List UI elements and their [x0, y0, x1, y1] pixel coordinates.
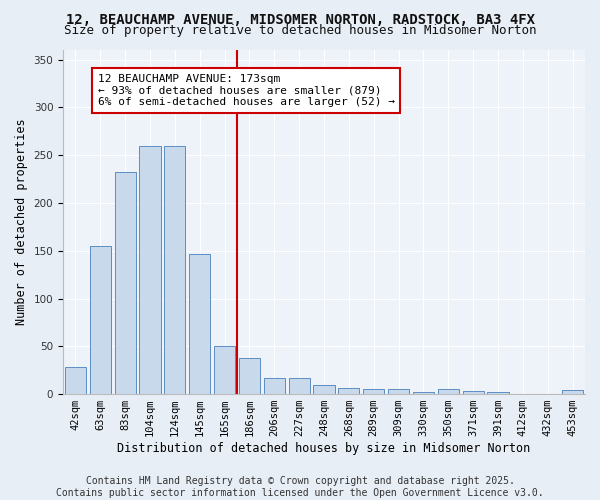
- Text: 12, BEAUCHAMP AVENUE, MIDSOMER NORTON, RADSTOCK, BA3 4FX: 12, BEAUCHAMP AVENUE, MIDSOMER NORTON, R…: [65, 12, 535, 26]
- Bar: [562, 390, 583, 394]
- Bar: [214, 346, 235, 394]
- Bar: [115, 172, 136, 394]
- Bar: [189, 254, 210, 394]
- Bar: [264, 378, 285, 394]
- Bar: [388, 390, 409, 394]
- Bar: [239, 358, 260, 394]
- Bar: [363, 390, 384, 394]
- Bar: [289, 378, 310, 394]
- Text: Size of property relative to detached houses in Midsomer Norton: Size of property relative to detached ho…: [64, 24, 536, 37]
- Bar: [487, 392, 509, 394]
- Bar: [463, 391, 484, 394]
- Bar: [65, 368, 86, 394]
- Bar: [139, 146, 161, 394]
- Bar: [313, 384, 335, 394]
- Bar: [438, 390, 459, 394]
- Bar: [413, 392, 434, 394]
- Bar: [164, 146, 185, 394]
- X-axis label: Distribution of detached houses by size in Midsomer Norton: Distribution of detached houses by size …: [118, 442, 530, 455]
- Y-axis label: Number of detached properties: Number of detached properties: [15, 118, 28, 326]
- Text: Contains HM Land Registry data © Crown copyright and database right 2025.
Contai: Contains HM Land Registry data © Crown c…: [56, 476, 544, 498]
- Bar: [338, 388, 359, 394]
- Text: 12 BEAUCHAMP AVENUE: 173sqm
← 93% of detached houses are smaller (879)
6% of sem: 12 BEAUCHAMP AVENUE: 173sqm ← 93% of det…: [98, 74, 395, 107]
- Bar: [90, 246, 111, 394]
